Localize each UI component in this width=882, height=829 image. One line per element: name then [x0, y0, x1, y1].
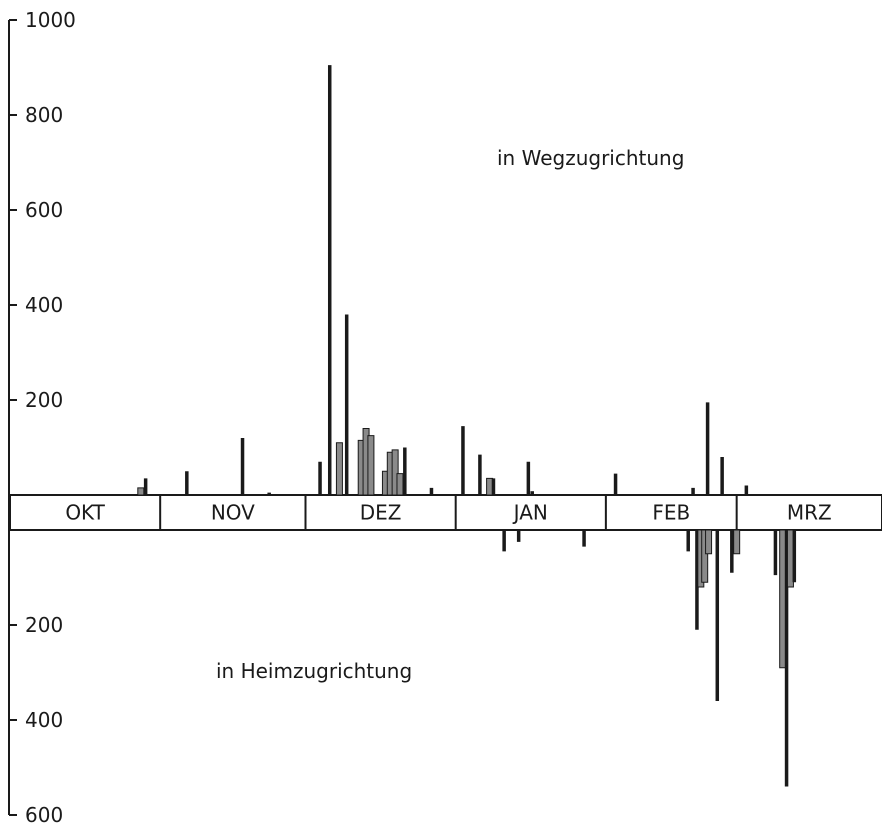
- bar-up-24: [613, 473, 618, 495]
- bar-down-7: [705, 529, 713, 555]
- bar-up-17: [429, 487, 434, 495]
- bar-down-1: [516, 530, 521, 542]
- bar-up-15: [396, 473, 404, 496]
- bar-up-26: [705, 402, 710, 495]
- bar-up-25: [691, 487, 695, 495]
- bar-up-8: [344, 314, 349, 495]
- y-tick-label-lower-1: 400: [25, 708, 63, 732]
- bar-down-13: [784, 530, 789, 787]
- month-label-mrz: MRZ: [787, 501, 832, 525]
- bar-down-2: [582, 530, 586, 547]
- bar-down-6: [701, 529, 709, 583]
- y-tick-label-upper-2: 600: [25, 198, 63, 222]
- bar-up-6: [327, 65, 332, 495]
- month-label-jan: JAN: [512, 501, 548, 525]
- bar-up-4: [267, 492, 271, 495]
- annotation-upper: in Wegzugrichtung: [497, 146, 684, 170]
- bar-up-0: [137, 487, 145, 496]
- bar-down-10: [733, 529, 741, 555]
- bar-up-14: [391, 449, 399, 496]
- y-tick-label-upper-4: 200: [25, 388, 63, 412]
- y-tick-label-upper-3: 400: [25, 293, 63, 317]
- bar-up-21: [491, 478, 496, 495]
- y-tick-label-upper-1: 800: [25, 103, 63, 127]
- bar-up-18: [461, 426, 465, 495]
- bar-up-16: [403, 447, 407, 495]
- annotation-lower: in Heimzugrichtung: [216, 659, 412, 683]
- bar-down-11: [773, 530, 778, 576]
- bar-down-15: [792, 530, 797, 583]
- bar-down-9: [730, 530, 734, 573]
- bar-up-2: [185, 471, 189, 495]
- y-tick-label-lower-0: 200: [25, 613, 63, 637]
- bar-up-5: [318, 461, 322, 495]
- bar-up-20: [486, 477, 494, 496]
- bar-up-3: [240, 438, 245, 495]
- bar-down-4: [695, 530, 699, 630]
- bar-down-0: [502, 530, 506, 552]
- y-axis: 1000 800 600 400 200 200 400 600: [8, 8, 76, 827]
- month-band: OKT NOV DEZ JAN FEB MRZ: [9, 494, 882, 531]
- bar-down-3: [686, 530, 690, 552]
- y-tick-label-upper-0: 1000: [25, 8, 76, 32]
- bar-up-7: [335, 442, 343, 496]
- y-tick-label-lower-2: 600: [25, 803, 63, 827]
- month-label-nov: NOV: [211, 501, 255, 525]
- bar-up-1: [143, 478, 148, 495]
- month-label-okt: OKT: [65, 501, 105, 525]
- bar-down-8: [715, 530, 720, 701]
- month-label-dez: DEZ: [360, 501, 402, 525]
- bar-up-19: [478, 454, 482, 495]
- bar-up-27: [720, 457, 724, 495]
- bar-down-12: [779, 529, 787, 669]
- bar-down-14: [786, 529, 794, 588]
- bar-up-28: [744, 485, 749, 495]
- bars: [137, 65, 797, 787]
- bar-up-22: [526, 461, 531, 495]
- bar-up-23: [530, 491, 534, 495]
- bar-up-11: [367, 435, 375, 496]
- month-band-frame: [9, 494, 882, 531]
- month-label-feb: FEB: [652, 501, 690, 525]
